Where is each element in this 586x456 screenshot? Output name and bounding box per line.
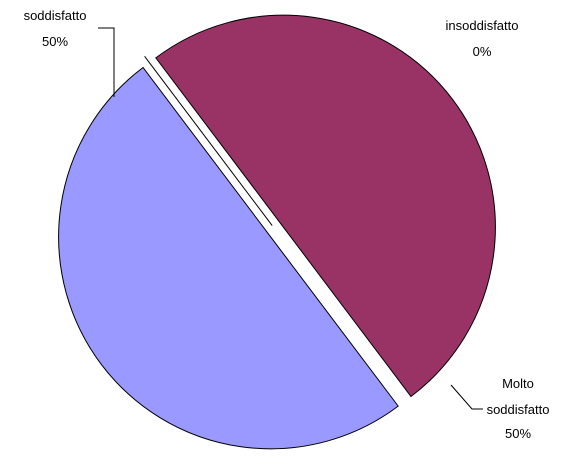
slice-soddisfatto [155, 14, 496, 398]
pie-slices [58, 14, 496, 450]
label-soddisfatto: soddisfatto [24, 8, 87, 23]
label-molto-soddisfatto-line2: soddisfatto [487, 402, 550, 417]
label-molto-soddisfatto-percent: 50% [505, 426, 531, 441]
label-insoddisfatto-percent: 0% [473, 44, 492, 59]
leader-line-soddisfatto [98, 27, 115, 97]
label-molto-soddisfatto-line1: Molto [502, 376, 534, 391]
label-soddisfatto-percent: 50% [42, 34, 68, 49]
slice-molto-soddisfatto [58, 66, 399, 450]
leader-line-molto-soddisfatto [450, 384, 483, 410]
slice-insoddisfatto [144, 55, 273, 226]
label-insoddisfatto: insoddisfatto [446, 18, 519, 33]
leader-lines [98, 27, 483, 410]
